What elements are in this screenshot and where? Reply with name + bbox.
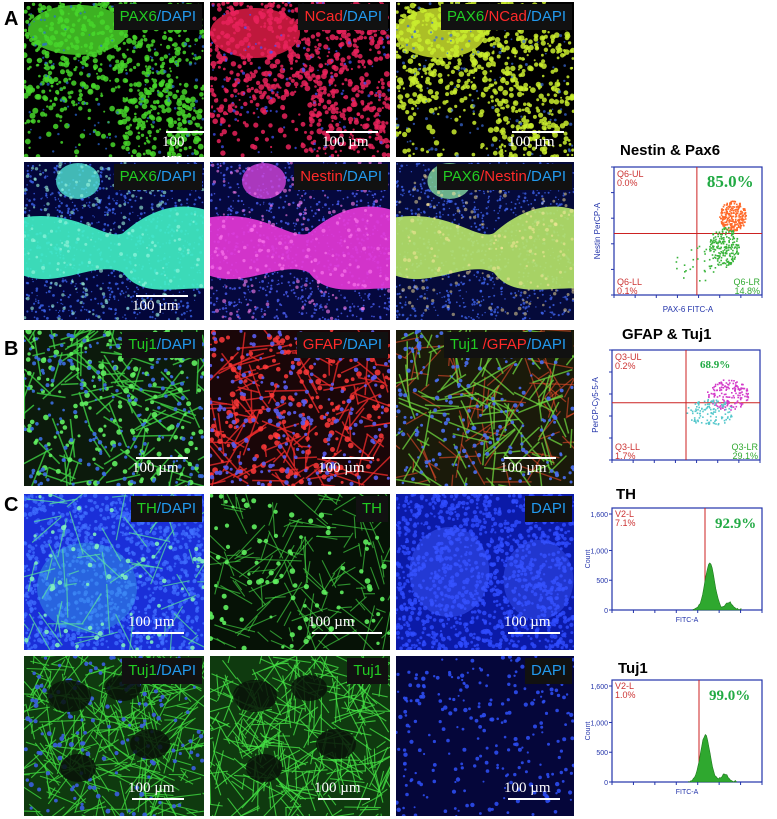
micrograph-texture	[396, 2, 574, 157]
scale-bar: 100 µm	[128, 780, 184, 800]
stain-label-part: /Nestin	[480, 168, 527, 185]
stain-label-part: /DAPI	[156, 336, 196, 353]
stain-label: TH/DAPI	[130, 496, 202, 522]
stain-label: DAPI	[524, 658, 572, 684]
micrograph-c5: Tuj1 100 µm	[210, 656, 390, 816]
stain-label: DAPI	[524, 496, 572, 522]
stain-label-part: /DAPI	[526, 336, 566, 353]
micrograph-c3: DAPI 100 µm	[396, 494, 574, 650]
stain-label-part: /DAPI	[156, 500, 196, 517]
stain-label-part: PAX6	[447, 8, 485, 25]
stain-label-part: GFAP	[302, 336, 343, 353]
stain-label-part: /DAPI	[342, 8, 382, 25]
stain-label-part: /DAPI	[156, 8, 196, 25]
micrograph-a4: PAX6/DAPI 100 µm	[24, 162, 204, 320]
flow-title-th: TH	[616, 486, 636, 503]
scale-bar: 100 µm	[318, 457, 374, 477]
micrograph-a2: NCad/DAPI 100 µm	[210, 2, 390, 157]
stain-label: GFAP/DAPI	[296, 332, 388, 358]
micrograph-c1: TH/DAPI 100 µm	[24, 494, 204, 650]
flow-title-nestin: Nestin & Pax6	[620, 142, 721, 159]
flow-title-tuj1: Tuj1	[618, 660, 648, 677]
stain-label-part: NCad	[304, 8, 343, 25]
scale-bar: 100 µm	[322, 131, 378, 151]
stain-label-part: /NCad	[484, 8, 527, 25]
stain-label-part: PAX6	[442, 168, 481, 185]
flow-plot-nestin: Q6-UL 0.0% Q6-LL 0.1% Q6-LR 14.8% 85.0% PAX-6 F…	[590, 163, 770, 315]
flow-plot-gfap: Q3-UL 0.2% Q3-LL 1.7% Q3-LR 29.1% 68.9% PerCP-C…	[588, 346, 768, 480]
stain-label-part: DAPI	[530, 662, 566, 679]
stain-label: PAX6/DAPI	[113, 164, 202, 190]
stain-label-part: DAPI	[530, 500, 566, 517]
stain-label: Tuj1/DAPI	[122, 332, 202, 358]
flow-title-gfap: GFAP & Tuj1	[622, 326, 712, 343]
stain-label-part: Tuj1	[449, 336, 483, 353]
scale-bar: 100 µm	[128, 614, 184, 634]
micrograph-texture	[396, 494, 574, 650]
micrograph-c2: TH 100 µm	[210, 494, 390, 650]
micrograph-b2: GFAP/DAPI 100 µm	[210, 330, 390, 486]
stain-label-part: PAX6	[119, 8, 157, 25]
stain-label: PAX6/Nestin/DAPI	[436, 164, 572, 190]
micrograph-texture	[210, 2, 390, 157]
stain-label-part: /DAPI	[526, 168, 566, 185]
scale-bar: 100 µm	[504, 614, 560, 634]
stain-label: Tuj1 /GFAP/DAPI	[443, 332, 572, 358]
stain-label-part: /GFAP	[482, 336, 527, 353]
micrograph-c6: DAPI 100 µm	[396, 656, 574, 816]
micrograph-b1: Tuj1/DAPI 100 µm	[24, 330, 204, 486]
scale-bar: 100 µm	[314, 780, 370, 800]
stain-label-part: Nestin	[300, 168, 343, 185]
stain-label: TH	[356, 496, 388, 522]
stain-label-part: Tuj1	[353, 662, 382, 679]
stain-label-part: Tuj1	[128, 662, 157, 679]
stain-label-part: /DAPI	[526, 8, 566, 25]
stain-label-part: TH	[136, 500, 157, 517]
panel-letter-b: B	[4, 338, 19, 360]
micrograph-c4: Tuj1/DAPI 100 µm	[24, 656, 204, 816]
micrograph-a3: PAX6/NCad/DAPI 100 µm	[396, 2, 574, 157]
scale-bar: 100 µm	[500, 457, 556, 477]
micrograph-texture	[396, 162, 574, 320]
stain-label-part: PAX6	[119, 168, 157, 185]
panel-letter-a: A	[4, 8, 19, 30]
stain-label-part: /DAPI	[342, 168, 382, 185]
scale-bar: 100 µm	[504, 780, 560, 800]
micrograph-a6: PAX6/Nestin/DAPI	[396, 162, 574, 320]
micrograph-texture	[24, 656, 204, 816]
stain-label: PAX6/NCad/DAPI	[441, 4, 572, 30]
micrograph-b3: Tuj1 /GFAP/DAPI 100 µm	[396, 330, 574, 486]
stain-label-part: TH	[362, 500, 382, 517]
stain-label: Tuj1/DAPI	[122, 658, 202, 684]
flow-plot-tuj1: 1,600 1,000 500 0 V2-L 1.0% 99.0% FITC-A Count	[580, 676, 770, 798]
stain-label: Tuj1	[347, 658, 388, 684]
stain-label-part: /DAPI	[342, 336, 382, 353]
scale-bar: 100 µm	[132, 457, 188, 477]
scale-bar: 100 µm	[162, 131, 204, 157]
scale-bar: 100 µm	[308, 614, 382, 634]
stain-label: PAX6/DAPI	[113, 4, 202, 30]
flow-plot-th: 1,600 1,000 500 0 V2-L 7.1% 92.9% FITC-A Count	[580, 504, 770, 626]
micrograph-a5: Nestin/DAPI	[210, 162, 390, 320]
stain-label-part: /DAPI	[156, 662, 196, 679]
micrograph-a1: PAX6/DAPI 100 µm	[24, 2, 204, 157]
stain-label: NCad/DAPI	[298, 4, 388, 30]
panel-letter-c: C	[4, 494, 19, 516]
stain-label: Nestin/DAPI	[294, 164, 388, 190]
stain-label-part: Tuj1	[128, 336, 157, 353]
scale-bar: 100 µm	[508, 131, 564, 151]
scale-bar: 100 µm	[132, 295, 188, 315]
stain-label-part: /DAPI	[156, 168, 196, 185]
